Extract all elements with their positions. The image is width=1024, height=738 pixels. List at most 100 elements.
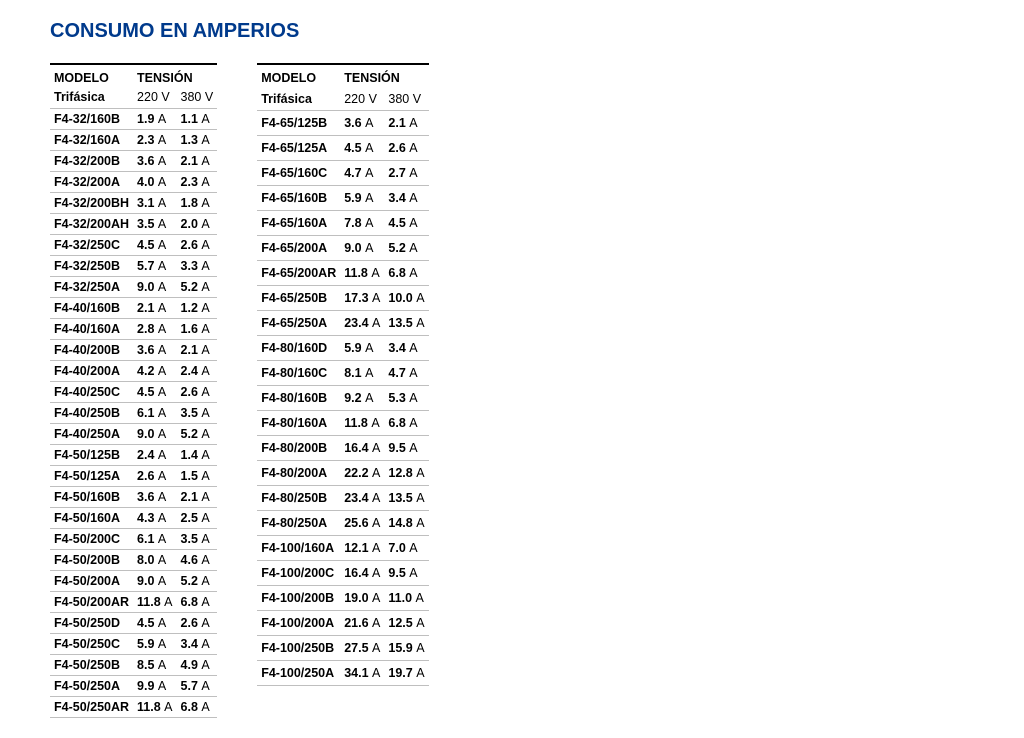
cell-380v: 2.6 A xyxy=(177,613,218,634)
cell-380v: 2.6 A xyxy=(384,136,428,161)
table-row: F4-65/160A7.8 A4.5 A xyxy=(257,211,428,236)
cell-380v: 1.5 A xyxy=(177,466,218,487)
cell-380v: 2.3 A xyxy=(177,172,218,193)
cell-380v: 6.8 A xyxy=(384,261,428,286)
cell-380v: 2.6 A xyxy=(177,382,218,403)
cell-model: F4-50/200C xyxy=(50,529,133,550)
table-row: F4-100/200C16.4 A9.5 A xyxy=(257,561,428,586)
cell-380v: 7.0 A xyxy=(384,536,428,561)
cell-220v: 12.1 A xyxy=(340,536,384,561)
table-row: F4-50/250B8.5 A4.9 A xyxy=(50,655,217,676)
cell-380v: 4.7 A xyxy=(384,361,428,386)
cell-model: F4-65/160B xyxy=(257,186,340,211)
right-table-wrap: MODELO TENSIÓN Trifásica 220 V 380 V F4-… xyxy=(257,63,428,718)
cell-380v: 4.5 A xyxy=(384,211,428,236)
cell-380v: 2.0 A xyxy=(177,214,218,235)
cell-380v: 10.0 A xyxy=(384,286,428,311)
cell-380v: 15.9 A xyxy=(384,636,428,661)
cell-220v: 9.0 A xyxy=(340,236,384,261)
table-row: F4-65/200AR11.8 A6.8 A xyxy=(257,261,428,286)
cell-220v: 2.4 A xyxy=(133,445,176,466)
cell-380v: 4.6 A xyxy=(177,550,218,571)
cell-220v: 8.5 A xyxy=(133,655,176,676)
cell-380v: 2.1 A xyxy=(177,487,218,508)
cell-380v: 6.8 A xyxy=(177,592,218,613)
cell-220v: 4.5 A xyxy=(133,613,176,634)
cell-model: F4-80/160A xyxy=(257,411,340,436)
table-row: F4-100/250B27.5 A15.9 A xyxy=(257,636,428,661)
cell-220v: 5.9 A xyxy=(340,186,384,211)
cell-380v: 9.5 A xyxy=(384,436,428,461)
cell-220v: 2.6 A xyxy=(133,466,176,487)
cell-380v: 12.5 A xyxy=(384,611,428,636)
cell-220v: 6.1 A xyxy=(133,403,176,424)
header-trifasica: Trifásica xyxy=(257,87,340,111)
cell-380v: 11.0 A xyxy=(384,586,428,611)
cell-380v: 3.4 A xyxy=(384,186,428,211)
cell-220v: 9.9 A xyxy=(133,676,176,697)
cell-model: F4-50/125B xyxy=(50,445,133,466)
table-row: F4-65/125A4.5 A2.6 A xyxy=(257,136,428,161)
cell-model: F4-32/200B xyxy=(50,151,133,172)
table-row: F4-32/250B5.7 A3.3 A xyxy=(50,256,217,277)
table-row: F4-40/250A9.0 A5.2 A xyxy=(50,424,217,445)
cell-380v: 12.8 A xyxy=(384,461,428,486)
table-row: F4-65/160C4.7 A2.7 A xyxy=(257,161,428,186)
cell-220v: 4.5 A xyxy=(340,136,384,161)
cell-model: F4-65/125B xyxy=(257,111,340,136)
cell-model: F4-32/250C xyxy=(50,235,133,256)
cell-model: F4-40/160B xyxy=(50,298,133,319)
cell-220v: 3.6 A xyxy=(340,111,384,136)
cell-220v: 3.6 A xyxy=(133,151,176,172)
table-row: F4-80/160A11.8 A6.8 A xyxy=(257,411,428,436)
cell-model: F4-32/250B xyxy=(50,256,133,277)
cell-220v: 9.0 A xyxy=(133,424,176,445)
cell-model: F4-65/250A xyxy=(257,311,340,336)
table-row: F4-65/200A9.0 A5.2 A xyxy=(257,236,428,261)
cell-380v: 1.2 A xyxy=(177,298,218,319)
header-380v: 380 V xyxy=(384,87,428,111)
cell-220v: 22.2 A xyxy=(340,461,384,486)
table-row: F4-50/250A9.9 A5.7 A xyxy=(50,676,217,697)
cell-220v: 16.4 A xyxy=(340,436,384,461)
table-row: F4-80/160D5.9 A3.4 A xyxy=(257,336,428,361)
cell-380v: 3.4 A xyxy=(177,634,218,655)
header-tension: TENSIÓN xyxy=(340,64,428,87)
cell-380v: 13.5 A xyxy=(384,486,428,511)
header-tension: TENSIÓN xyxy=(133,64,217,87)
cell-220v: 8.1 A xyxy=(340,361,384,386)
table-row: F4-50/250AR11.8 A6.8 A xyxy=(50,697,217,718)
cell-model: F4-32/160A xyxy=(50,130,133,151)
cell-model: F4-40/200A xyxy=(50,361,133,382)
cell-220v: 4.5 A xyxy=(133,382,176,403)
right-table: MODELO TENSIÓN Trifásica 220 V 380 V F4-… xyxy=(257,63,428,686)
cell-220v: 4.7 A xyxy=(340,161,384,186)
cell-380v: 4.9 A xyxy=(177,655,218,676)
cell-model: F4-65/200AR xyxy=(257,261,340,286)
cell-220v: 7.8 A xyxy=(340,211,384,236)
table-row: F4-32/200AH3.5 A2.0 A xyxy=(50,214,217,235)
table-row: F4-100/160A12.1 A7.0 A xyxy=(257,536,428,561)
cell-220v: 4.3 A xyxy=(133,508,176,529)
table-row: F4-80/160B9.2 A5.3 A xyxy=(257,386,428,411)
table-row: F4-80/160C8.1 A4.7 A xyxy=(257,361,428,386)
cell-model: F4-32/200BH xyxy=(50,193,133,214)
cell-220v: 2.8 A xyxy=(133,319,176,340)
cell-380v: 5.2 A xyxy=(177,424,218,445)
cell-380v: 2.7 A xyxy=(384,161,428,186)
cell-220v: 27.5 A xyxy=(340,636,384,661)
cell-380v: 19.7 A xyxy=(384,661,428,686)
cell-380v: 2.4 A xyxy=(177,361,218,382)
cell-220v: 3.6 A xyxy=(133,487,176,508)
cell-model: F4-50/200B xyxy=(50,550,133,571)
cell-380v: 6.8 A xyxy=(384,411,428,436)
table-row: F4-40/250C4.5 A2.6 A xyxy=(50,382,217,403)
cell-model: F4-50/125A xyxy=(50,466,133,487)
cell-380v: 6.8 A xyxy=(177,697,218,718)
cell-220v: 23.4 A xyxy=(340,311,384,336)
cell-model: F4-80/200B xyxy=(257,436,340,461)
table-row: F4-50/250C5.9 A3.4 A xyxy=(50,634,217,655)
table-row: F4-50/200AR11.8 A6.8 A xyxy=(50,592,217,613)
cell-220v: 5.7 A xyxy=(133,256,176,277)
cell-220v: 4.2 A xyxy=(133,361,176,382)
